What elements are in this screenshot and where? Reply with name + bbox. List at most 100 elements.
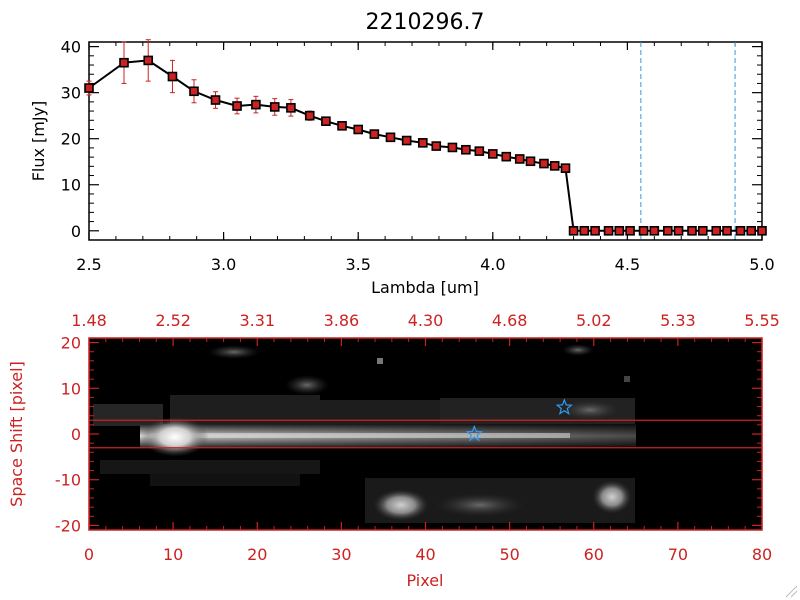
top-wavelength-tick-label: 3.31 [239, 311, 275, 330]
data-point [757, 225, 767, 236]
y-tick-label: 20 [61, 334, 81, 353]
y-tick-label: -20 [55, 516, 81, 535]
data-point [337, 121, 347, 131]
image-bright-pixel [624, 376, 630, 382]
x-tick-label: 10 [163, 545, 183, 564]
image-faint-patch [150, 474, 300, 486]
data-point [590, 225, 600, 236]
image-axis-ticks: 0 1.48 10 2.52 20 3.31 30 3.86 40 4.30 50 4.68 60 5.0… [55, 311, 780, 564]
data-point [474, 146, 485, 156]
x-tick-label: 2.5 [76, 255, 101, 274]
data-point [579, 225, 590, 236]
data-point [514, 154, 525, 164]
image-x-axis-label: Pixel [406, 571, 443, 590]
data-point [189, 86, 199, 97]
x-tick-label: 4.5 [615, 255, 640, 274]
image-bright-pixel [377, 358, 383, 364]
top-x-axis-label: Lambda [um] [371, 278, 479, 297]
top-wavelength-tick-label: 3.86 [324, 311, 360, 330]
data-point [487, 149, 498, 159]
top-wavelength-tick-label: 4.68 [492, 311, 528, 330]
x-tick-label: 40 [415, 545, 435, 564]
data-point [447, 142, 458, 153]
top-wavelength-tick-label: 5.33 [660, 311, 696, 330]
top-plot-frame [88, 41, 763, 241]
data-point [269, 102, 280, 112]
resize-grip-icon[interactable] [784, 584, 798, 598]
data-point [431, 141, 442, 151]
y-tick-label: 0 [71, 425, 81, 444]
top-wavelength-tick-label: 2.52 [155, 311, 191, 330]
data-point [418, 138, 428, 148]
top-y-axis-label: Flux [mJy] [29, 101, 48, 182]
data-point [560, 163, 571, 173]
data-point [625, 225, 635, 236]
top-series-line [88, 59, 762, 232]
y-tick-label: 30 [61, 84, 81, 103]
image-dark-pixel [226, 455, 231, 460]
image-y-axis-label: Space Shift [pixel] [7, 361, 26, 507]
data-point [369, 129, 380, 139]
image-faint-blob [562, 344, 594, 356]
y-tick-label: 10 [61, 176, 81, 195]
data-point [735, 225, 746, 236]
data-point [461, 144, 471, 155]
image-faint-blob [560, 400, 620, 420]
data-point [143, 55, 154, 66]
data-point [746, 225, 757, 236]
top-plot: 2.5 3.0 3.5 4.0 4.5 5.0 0 10 20 30 40 [61, 38, 775, 274]
image-faint-blob [208, 345, 260, 359]
x-tick-label: 4.0 [480, 255, 505, 274]
data-point [385, 132, 396, 143]
data-point [687, 225, 697, 236]
data-point [304, 110, 315, 121]
image-trail-core [150, 433, 570, 438]
image-faint-blob [285, 375, 329, 395]
star-marker-icon [465, 424, 483, 442]
data-point [321, 116, 331, 126]
data-point [84, 83, 94, 93]
x-tick-label: 50 [499, 545, 519, 564]
data-point [525, 156, 536, 167]
image-bright-source [141, 417, 209, 457]
data-point [697, 225, 708, 236]
top-series-markers [84, 55, 767, 236]
data-point [603, 225, 614, 236]
y-tick-label: 40 [61, 38, 81, 57]
image-lower-blob [435, 493, 525, 517]
data-point [401, 135, 412, 146]
image-lower-blob [592, 480, 632, 514]
data-point [539, 158, 549, 169]
data-point [286, 103, 296, 113]
y-tick-label: 20 [61, 130, 81, 149]
data-point [711, 225, 722, 236]
x-tick-label: 60 [584, 545, 604, 564]
image-dark-pixel [112, 432, 117, 437]
data-point [501, 151, 512, 162]
top-wavelength-tick-label: 5.02 [576, 311, 612, 330]
x-tick-label: 20 [247, 545, 267, 564]
x-tick-label: 3.5 [345, 255, 370, 274]
top-wavelength-tick-label: 1.48 [71, 311, 107, 330]
data-point [353, 124, 364, 135]
data-point [638, 225, 649, 236]
x-tick-label: 3.0 [211, 255, 236, 274]
data-point [649, 225, 660, 236]
x-tick-label: 80 [752, 545, 772, 564]
top-wavelength-tick-label: 4.30 [408, 311, 444, 330]
y-tick-label: -10 [55, 471, 81, 490]
data-point [614, 225, 625, 236]
image-empty-region [636, 338, 762, 530]
x-tick-label: 0 [84, 545, 94, 564]
data-point [662, 225, 673, 236]
data-point [549, 161, 560, 171]
x-tick-label: 5.0 [749, 255, 774, 274]
spectrum-image [89, 338, 762, 530]
x-tick-label: 30 [331, 545, 351, 564]
image-dark-pixel [242, 450, 247, 458]
chart-title: 2210296.7 [366, 10, 485, 35]
star-marker-icon [555, 398, 573, 415]
image-star-markers [465, 398, 573, 442]
data-point [722, 225, 732, 236]
